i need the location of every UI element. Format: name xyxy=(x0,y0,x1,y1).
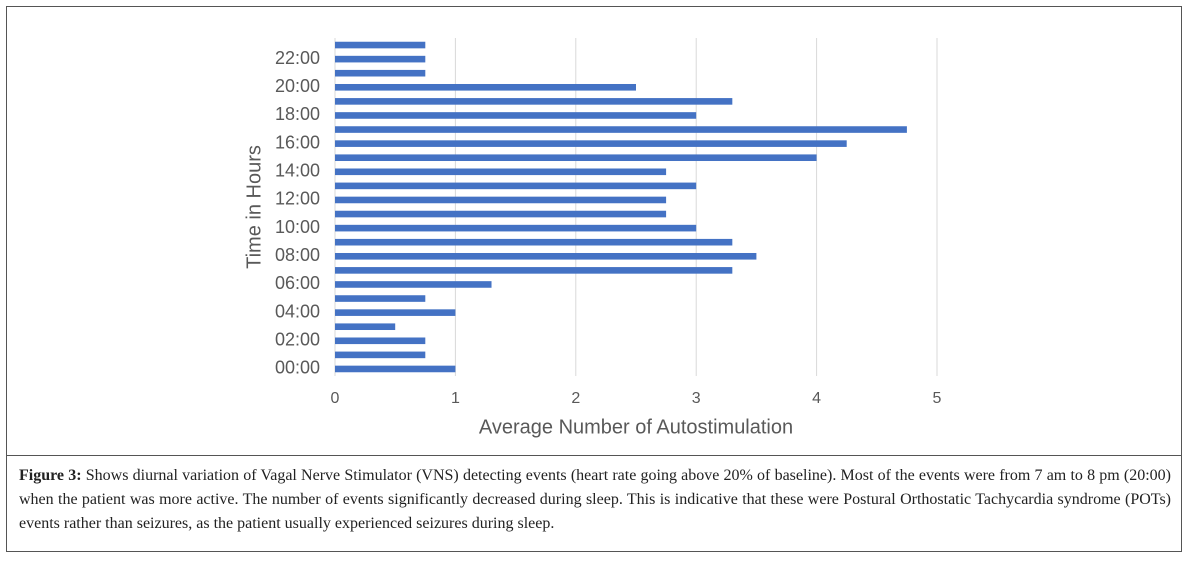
caption-text: Shows diurnal variation of Vagal Nerve S… xyxy=(19,467,1172,532)
y-tick-label: 06:00 xyxy=(275,273,320,293)
y-tick-label: 00:00 xyxy=(275,358,320,378)
y-tick-label: 12:00 xyxy=(275,189,320,209)
bar xyxy=(335,281,492,288)
bar xyxy=(335,154,817,162)
x-axis-label: Average Number of Autostimulation xyxy=(479,416,793,438)
bar xyxy=(335,69,426,77)
bar xyxy=(335,140,847,147)
x-tick-label: 5 xyxy=(933,390,942,407)
bar xyxy=(335,196,667,204)
y-tick-label: 08:00 xyxy=(275,245,320,265)
y-tick-label: 22:00 xyxy=(275,48,320,68)
bar xyxy=(335,323,396,331)
bar xyxy=(335,295,426,302)
bar xyxy=(335,252,757,260)
bar xyxy=(335,41,426,49)
bar xyxy=(335,365,456,373)
y-axis-label: Time in Hours xyxy=(243,145,265,269)
x-tick-label: 2 xyxy=(571,390,580,407)
x-tick-label: 3 xyxy=(692,390,701,407)
frame xyxy=(6,6,1182,552)
y-tick-label: 10:00 xyxy=(275,217,320,237)
bar xyxy=(335,126,907,133)
bar xyxy=(335,112,697,119)
bar xyxy=(335,309,456,316)
y-tick-label: 14:00 xyxy=(275,161,320,181)
separator xyxy=(6,455,1182,456)
bar xyxy=(335,224,697,232)
bar xyxy=(335,351,426,359)
bar xyxy=(335,83,636,91)
bar xyxy=(335,238,733,246)
x-tick-label: 0 xyxy=(331,390,340,407)
bar xyxy=(335,55,426,63)
y-tick-label: 20:00 xyxy=(275,76,320,96)
y-tick-label: 16:00 xyxy=(275,132,320,152)
x-tick-label: 1 xyxy=(451,390,460,407)
y-tick-label: 18:00 xyxy=(275,104,320,124)
bar xyxy=(335,267,733,274)
caption-label: Figure 3: xyxy=(19,467,82,484)
caption: Figure 3: Shows diurnal variation of Vag… xyxy=(19,464,1171,536)
bar xyxy=(335,210,667,218)
bar xyxy=(335,182,697,190)
bar xyxy=(335,98,733,105)
y-tick-label: 02:00 xyxy=(275,330,320,350)
bar xyxy=(335,168,667,176)
bar xyxy=(335,337,426,345)
y-tick-label: 04:00 xyxy=(275,301,320,321)
x-tick-label: 4 xyxy=(812,390,821,407)
